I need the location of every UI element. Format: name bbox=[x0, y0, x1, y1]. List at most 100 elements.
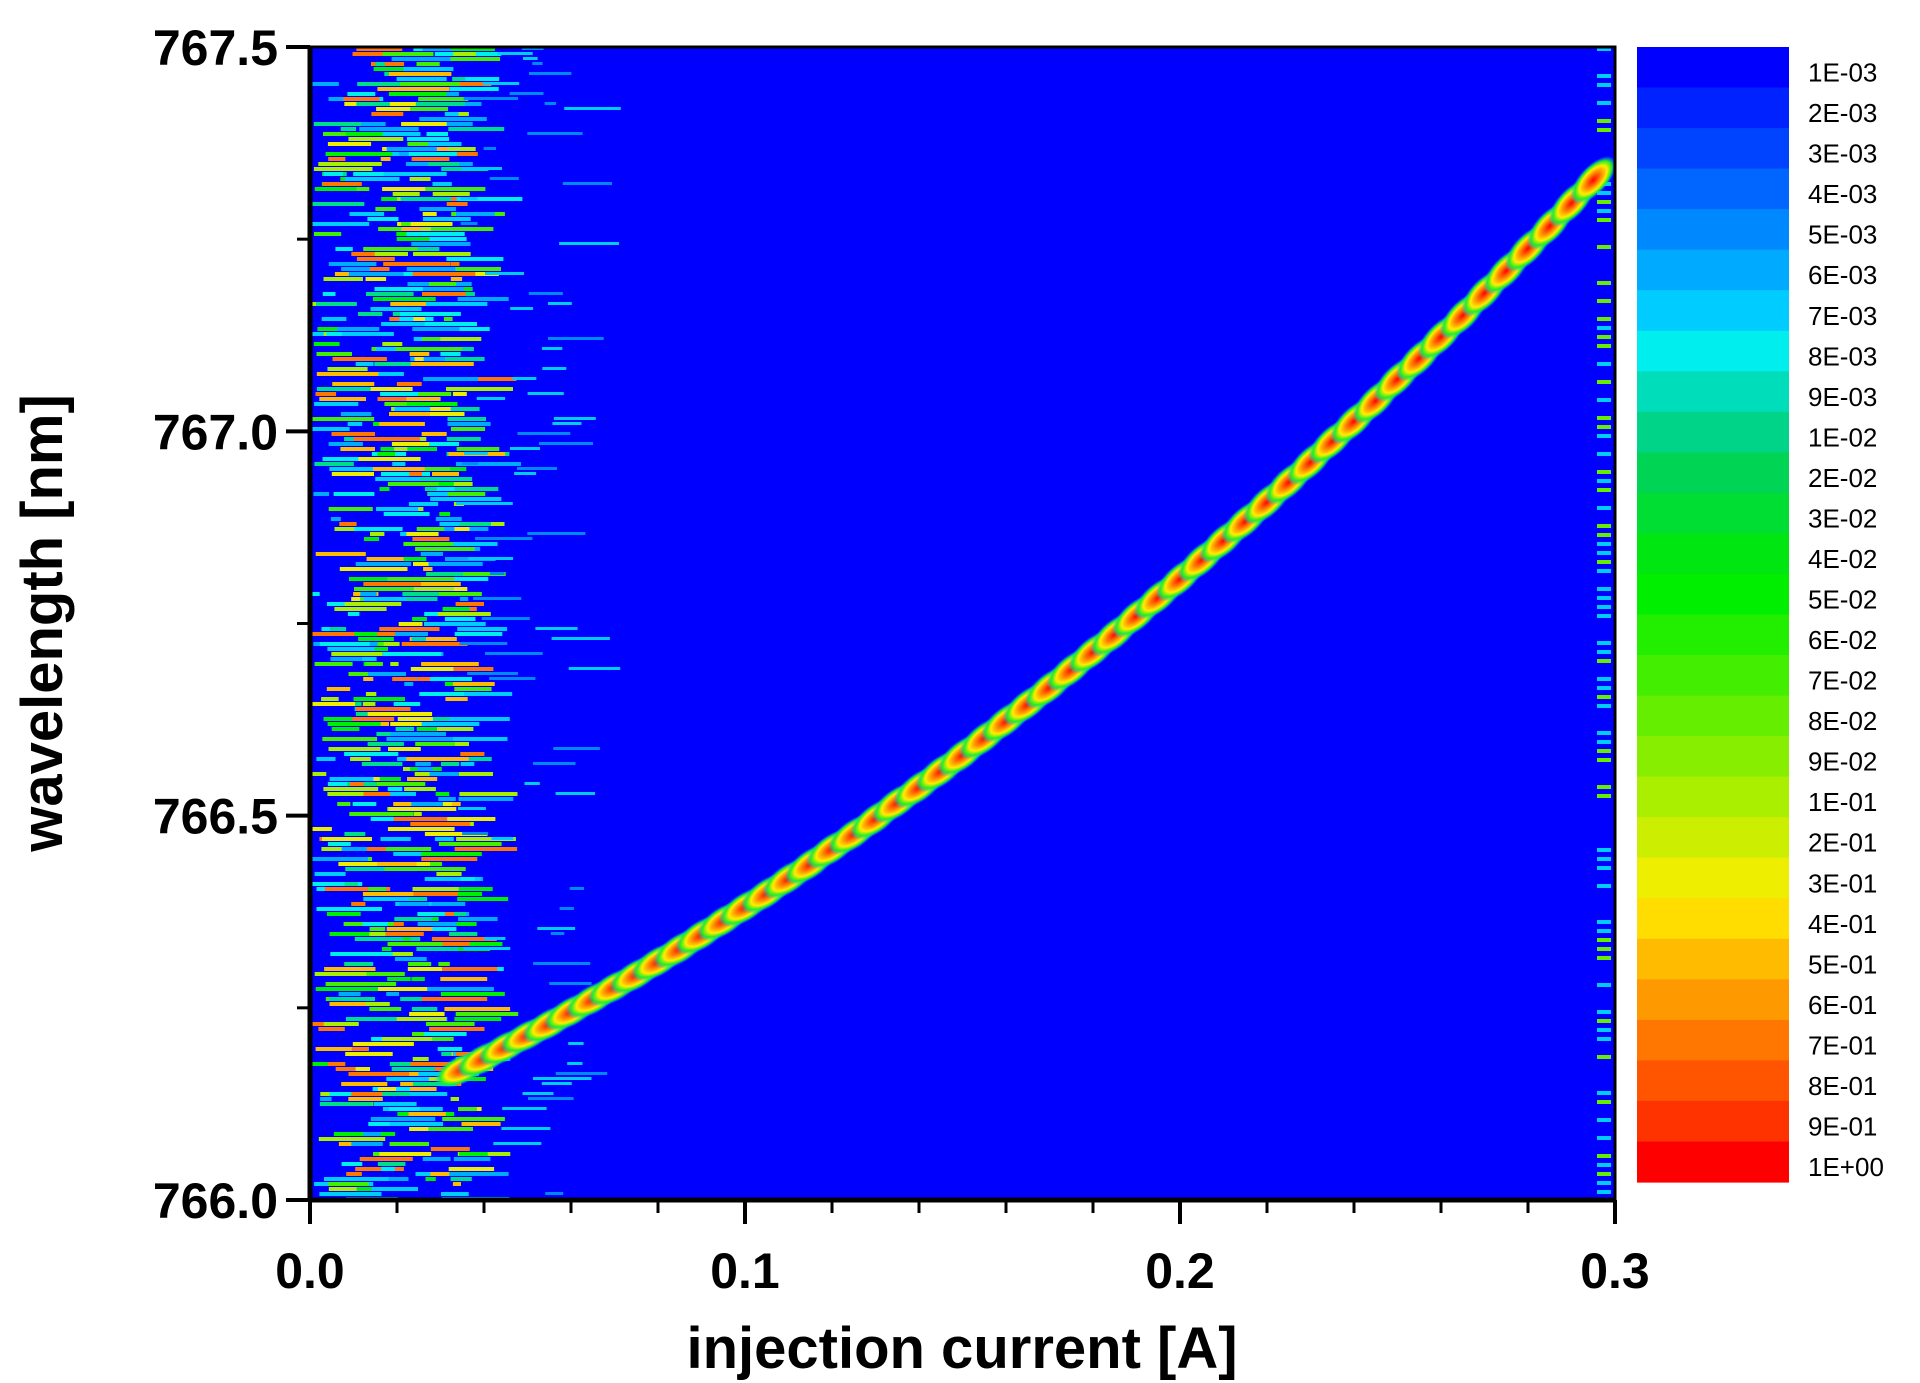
noise-streak bbox=[408, 862, 430, 866]
noise-streak bbox=[460, 197, 478, 200]
noise-streak bbox=[332, 382, 375, 386]
colorbar-swatch bbox=[1637, 87, 1789, 129]
noise-streak bbox=[314, 187, 357, 191]
noise-streak bbox=[406, 232, 465, 236]
noise-streak bbox=[358, 637, 394, 641]
edge-noise-streak bbox=[1597, 335, 1611, 339]
colorbar-label: 4E-02 bbox=[1808, 544, 1877, 574]
noise-streak bbox=[329, 932, 370, 936]
peak-series bbox=[434, 156, 1615, 1088]
noise-streak bbox=[542, 367, 567, 370]
noise-streak bbox=[426, 1037, 454, 1041]
noise-streak bbox=[310, 772, 327, 776]
noise-streak bbox=[339, 567, 408, 571]
noise-streak bbox=[362, 922, 388, 926]
colorbar-swatch bbox=[1637, 817, 1789, 859]
noise-streak bbox=[344, 102, 368, 106]
colorbar-label: 7E-02 bbox=[1808, 666, 1877, 696]
noise-streak bbox=[398, 622, 423, 626]
noise-streak bbox=[382, 342, 403, 346]
noise-streak bbox=[428, 492, 448, 496]
colorbar-label: 4E-03 bbox=[1808, 179, 1877, 209]
noise-streak bbox=[338, 1142, 355, 1146]
edge-noise-streak bbox=[1597, 1136, 1611, 1140]
noise-streak bbox=[450, 427, 486, 431]
noise-streak bbox=[367, 217, 399, 221]
colorbar-swatch bbox=[1637, 209, 1789, 251]
edge-noise-streak bbox=[1597, 434, 1611, 438]
noise-streak bbox=[342, 332, 394, 336]
noise-streak bbox=[381, 947, 392, 951]
noise-streak bbox=[315, 392, 337, 396]
noise-streak bbox=[363, 677, 374, 681]
noise-streak bbox=[522, 1092, 554, 1095]
noise-streak bbox=[424, 622, 486, 626]
noise-streak bbox=[363, 792, 391, 796]
noise-streak bbox=[372, 297, 436, 301]
noise-streak bbox=[553, 417, 596, 420]
noise-streak bbox=[314, 972, 372, 976]
noise-streak bbox=[327, 782, 348, 786]
noise-streak bbox=[413, 437, 427, 441]
noise-streak bbox=[369, 927, 386, 931]
noise-streak bbox=[329, 467, 378, 471]
noise-streak bbox=[316, 387, 371, 391]
noise-streak bbox=[318, 1027, 345, 1031]
noise-streak bbox=[510, 307, 534, 310]
x-tick-label: 0.3 bbox=[1580, 1243, 1650, 1299]
noise-streak bbox=[437, 612, 491, 616]
noise-streak bbox=[344, 882, 358, 886]
noise-streak bbox=[396, 87, 418, 91]
noise-streak bbox=[383, 732, 446, 736]
colorbar-label: 8E-01 bbox=[1808, 1071, 1877, 1101]
edge-noise-streak bbox=[1597, 326, 1611, 330]
noise-streak bbox=[379, 627, 440, 631]
noise-streak bbox=[403, 67, 454, 71]
colorbar-label: 5E-02 bbox=[1808, 585, 1877, 615]
noise-streak bbox=[389, 1122, 443, 1126]
noise-streak bbox=[381, 322, 425, 326]
noise-streak bbox=[459, 597, 469, 601]
noise-streak bbox=[454, 847, 518, 851]
noise-streak bbox=[461, 77, 500, 81]
colorbar-label: 5E-01 bbox=[1808, 949, 1877, 979]
edge-noise-streak bbox=[1597, 209, 1611, 213]
noise-streak bbox=[446, 122, 473, 126]
noise-streak bbox=[461, 462, 478, 465]
noise-streak bbox=[390, 302, 452, 306]
noise-streak bbox=[527, 392, 564, 395]
noise-streak bbox=[453, 217, 471, 221]
noise-streak bbox=[362, 892, 424, 896]
noise-streak bbox=[532, 62, 543, 65]
noise-streak bbox=[456, 387, 513, 391]
noise-streak bbox=[409, 352, 430, 356]
noise-streak bbox=[323, 1022, 359, 1026]
noise-streak bbox=[313, 167, 373, 171]
noise-streak bbox=[413, 317, 425, 321]
noise-streak bbox=[310, 592, 320, 596]
colorbar-label: 7E-01 bbox=[1808, 1030, 1877, 1060]
noise-streak bbox=[440, 992, 505, 996]
noise-streak bbox=[443, 57, 501, 61]
noise-streak bbox=[421, 432, 447, 436]
noise-streak bbox=[422, 217, 466, 221]
noise-streak bbox=[387, 942, 443, 946]
colorbar-swatch bbox=[1637, 574, 1789, 616]
noise-streak bbox=[459, 642, 508, 645]
noise-streak bbox=[411, 637, 426, 641]
edge-noise-streak bbox=[1597, 1190, 1611, 1194]
noise-streak bbox=[524, 782, 540, 785]
noise-streak bbox=[457, 897, 509, 901]
colorbar-label: 1E+00 bbox=[1808, 1152, 1884, 1182]
noise-streak bbox=[411, 157, 450, 161]
colorbar-swatch bbox=[1637, 857, 1789, 899]
noise-streak bbox=[376, 107, 411, 111]
edge-noise-streak bbox=[1597, 191, 1611, 195]
noise-streak bbox=[392, 462, 406, 466]
noise-streak bbox=[327, 722, 381, 726]
noise-streak bbox=[435, 792, 450, 796]
noise-streak bbox=[354, 527, 403, 531]
noise-streak bbox=[382, 187, 429, 191]
noise-streak bbox=[355, 362, 374, 366]
noise-streak bbox=[459, 792, 518, 796]
